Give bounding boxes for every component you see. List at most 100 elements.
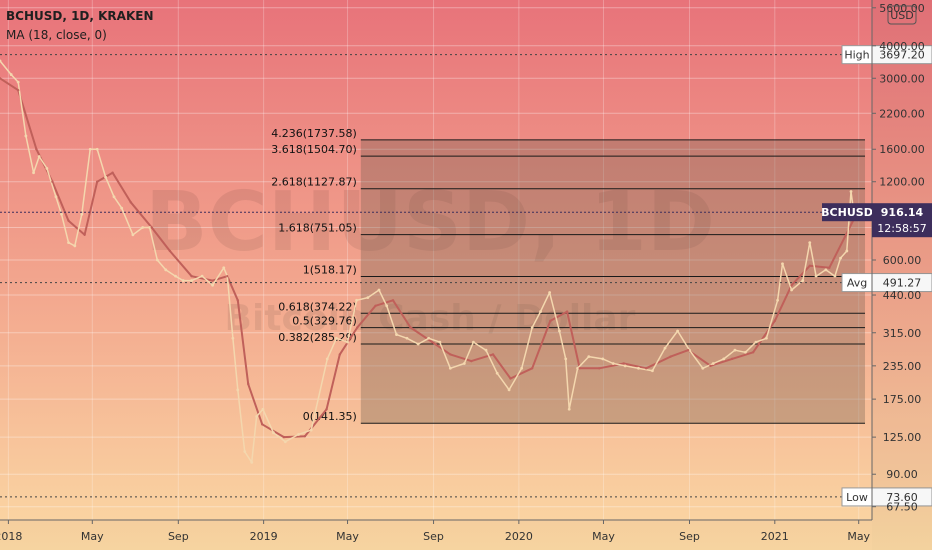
fib-level-label: 0.382(285.29) [278, 331, 357, 344]
price-tick-label: 67.50 [886, 501, 918, 514]
price-point [849, 190, 853, 193]
time-tick-label: Sep [168, 530, 189, 543]
price-point [0, 59, 2, 63]
price-point [243, 450, 247, 453]
ma-point [282, 435, 286, 439]
price-point [222, 266, 226, 270]
price-point [395, 333, 398, 336]
fib-retracement[interactable]: 4.236(1737.58) 3.618(1504.70) 2.618(1127.8… [271, 127, 866, 424]
currency-badge-label: USD [890, 9, 914, 22]
price-point [833, 274, 837, 278]
price-point [54, 195, 58, 199]
fib-level-label: 0(141.35) [303, 410, 357, 423]
last-symbol-tag [822, 203, 872, 222]
time-tick-label: May [336, 530, 359, 543]
price-tick-label: 5600.00 [879, 2, 925, 15]
ma-point [828, 266, 831, 269]
price-point [88, 147, 92, 151]
fib-level-label: 0.618(374.22) [278, 300, 357, 313]
price-point [754, 340, 758, 344]
ma-point [709, 364, 712, 368]
ma-point [644, 367, 648, 370]
price-point [564, 357, 568, 361]
price-point [790, 288, 793, 292]
ma-point [622, 362, 625, 365]
fib-level-label: 2.618(1127.87) [271, 176, 357, 189]
fib-level-label: 1(518.17) [303, 264, 357, 277]
watermark-symbol: BCHUSD, 1D [145, 175, 715, 270]
ma-point [374, 304, 377, 307]
price-point [355, 298, 359, 302]
last-price-tag [872, 203, 932, 238]
avg-value: 491.27 [883, 277, 922, 290]
price-tick-label: 1200.00 [879, 176, 925, 189]
ma-point [325, 408, 328, 411]
price-point [141, 226, 145, 229]
ma-point [261, 423, 264, 426]
ma-point [51, 180, 54, 183]
price-point [416, 342, 420, 346]
ma-point [530, 367, 534, 370]
ma-point [598, 367, 601, 370]
time-tick-label: Sep [423, 530, 444, 543]
price-point [744, 350, 747, 354]
price-tick-label: 2200.00 [879, 107, 925, 120]
watermark: BCHUSD, 1D Bitcoin Cash / Dollar [145, 175, 715, 339]
ma-point [669, 355, 672, 358]
price-point [37, 155, 41, 158]
ma-point [391, 299, 395, 302]
ma-point [226, 274, 229, 278]
price-point [776, 298, 779, 302]
price-point [701, 366, 705, 370]
price-point [325, 357, 329, 361]
series [0, 59, 856, 464]
ma-point [449, 353, 452, 356]
price-point [845, 249, 849, 253]
price-point [651, 369, 654, 373]
price-point [385, 304, 389, 308]
fib-level-label: 3.618(1504.70) [271, 143, 357, 156]
currency-badge[interactable]: USD [887, 5, 917, 25]
price-point [711, 362, 715, 365]
price-tick-label: 3000.00 [879, 72, 925, 85]
price-point [462, 362, 466, 365]
ma-point [168, 249, 172, 253]
ma-point [129, 201, 132, 204]
price-point [9, 73, 13, 76]
indicator-legend[interactable]: MA (18, close, 0) [6, 28, 107, 42]
fib-level-label: 4.236(1737.58) [271, 127, 357, 140]
price-point [346, 340, 349, 344]
last-price-value: 916.14 [881, 206, 924, 219]
chart-title[interactable]: BCHUSD, 1D, KRAKEN [6, 9, 154, 23]
price-point [587, 355, 591, 359]
price-point [200, 274, 204, 278]
price-point [231, 336, 235, 340]
low-value: 73.60 [886, 491, 918, 504]
price-point [637, 366, 640, 370]
price-point [601, 357, 605, 361]
fib-zone [360, 139, 866, 424]
price-tick-label: 175.00 [883, 393, 922, 406]
ma-point [83, 233, 86, 237]
price-point [472, 340, 475, 344]
price-point [377, 288, 381, 292]
chart-header: BCHUSD, 1D, KRAKEN MA (18, close, 0) [6, 9, 154, 42]
last-price-marker[interactable]: BCHUSD 916.14 12:58:57 [821, 203, 932, 238]
price-tick-label: 235.00 [883, 360, 922, 373]
price-point [104, 175, 107, 179]
time-tick-label: May [847, 530, 870, 543]
low-marker[interactable]: Low 73.60 [841, 487, 932, 507]
price-point [722, 357, 726, 361]
price-point [236, 388, 240, 392]
last-symbol-label: BCHUSD [821, 206, 873, 219]
ma-point [356, 326, 359, 329]
price-point [164, 268, 168, 272]
ma-point [773, 319, 777, 323]
price-point [765, 336, 768, 340]
high-value: 3697.20 [879, 49, 925, 62]
price-point [255, 415, 259, 418]
price-point [548, 291, 552, 294]
fib-level-label: 1.618(751.05) [278, 222, 357, 235]
